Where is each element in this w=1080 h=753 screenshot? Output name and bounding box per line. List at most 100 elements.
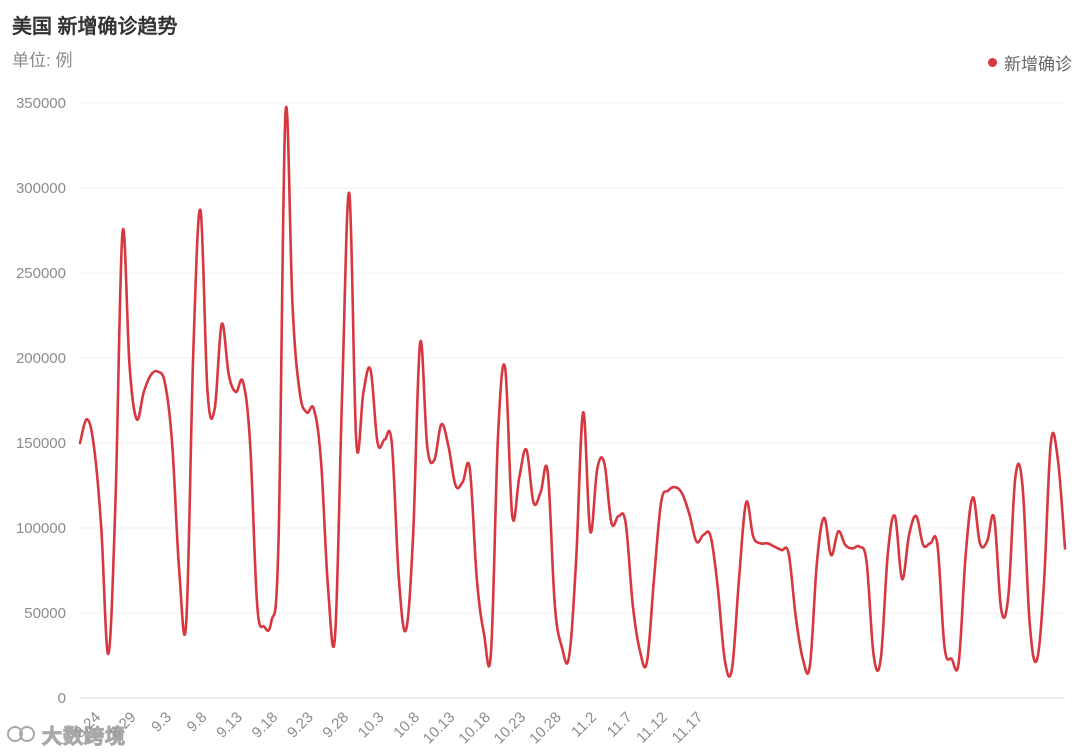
- data-point[interactable]: [580, 409, 586, 415]
- data-point[interactable]: [183, 619, 189, 625]
- data-point[interactable]: [176, 568, 182, 574]
- data-point[interactable]: [665, 488, 671, 494]
- data-point[interactable]: [162, 381, 168, 387]
- data-point[interactable]: [417, 340, 423, 346]
- data-point[interactable]: [283, 110, 289, 116]
- data-point[interactable]: [141, 389, 147, 395]
- data-point[interactable]: [488, 649, 494, 655]
- data-point[interactable]: [750, 534, 756, 540]
- data-point[interactable]: [467, 466, 473, 472]
- data-point[interactable]: [453, 483, 459, 489]
- data-point[interactable]: [360, 389, 366, 395]
- data-point[interactable]: [927, 540, 933, 546]
- data-point[interactable]: [424, 443, 430, 449]
- data-point[interactable]: [736, 576, 742, 582]
- data-point[interactable]: [934, 542, 940, 548]
- data-point[interactable]: [764, 540, 770, 546]
- data-point[interactable]: [169, 440, 175, 446]
- data-point[interactable]: [346, 190, 352, 196]
- data-point[interactable]: [679, 491, 685, 497]
- data-point[interactable]: [637, 647, 643, 653]
- data-point[interactable]: [481, 630, 487, 636]
- data-point[interactable]: [835, 528, 841, 534]
- data-point[interactable]: [1041, 585, 1047, 591]
- data-point[interactable]: [254, 602, 260, 608]
- data-point[interactable]: [190, 347, 196, 353]
- data-point[interactable]: [1019, 483, 1025, 489]
- data-point[interactable]: [998, 607, 1004, 613]
- data-point[interactable]: [120, 229, 126, 235]
- data-point[interactable]: [509, 513, 515, 519]
- data-point[interactable]: [559, 644, 565, 650]
- data-point[interactable]: [531, 500, 537, 506]
- data-point[interactable]: [332, 632, 338, 638]
- data-point[interactable]: [538, 489, 544, 495]
- data-point[interactable]: [963, 551, 969, 557]
- data-point[interactable]: [84, 416, 90, 422]
- data-point[interactable]: [821, 515, 827, 521]
- data-point[interactable]: [275, 542, 281, 548]
- data-point[interactable]: [502, 365, 508, 371]
- data-point[interactable]: [545, 469, 551, 475]
- data-point[interactable]: [389, 440, 395, 446]
- data-point[interactable]: [892, 513, 898, 519]
- data-point[interactable]: [771, 544, 777, 550]
- data-point[interactable]: [864, 559, 870, 565]
- data-point[interactable]: [460, 479, 466, 485]
- data-point[interactable]: [445, 443, 451, 449]
- data-point[interactable]: [566, 654, 572, 660]
- data-point[interactable]: [920, 542, 926, 548]
- data-point[interactable]: [268, 619, 274, 625]
- data-point[interactable]: [318, 457, 324, 463]
- data-point[interactable]: [516, 474, 522, 480]
- data-point[interactable]: [339, 389, 345, 395]
- data-point[interactable]: [991, 515, 997, 521]
- data-point[interactable]: [382, 437, 388, 443]
- data-point[interactable]: [913, 513, 919, 519]
- data-point[interactable]: [651, 576, 657, 582]
- data-point[interactable]: [523, 447, 529, 453]
- data-point[interactable]: [396, 576, 402, 582]
- data-point[interactable]: [970, 494, 976, 500]
- data-point[interactable]: [410, 534, 416, 540]
- data-point[interactable]: [708, 534, 714, 540]
- data-point[interactable]: [949, 656, 955, 662]
- data-point[interactable]: [134, 416, 140, 422]
- data-point[interactable]: [1055, 457, 1061, 463]
- series-line-new-cases[interactable]: [78, 105, 1067, 679]
- data-point[interactable]: [594, 466, 600, 472]
- data-point[interactable]: [630, 602, 636, 608]
- data-point[interactable]: [906, 532, 912, 538]
- data-point[interactable]: [325, 585, 331, 591]
- data-point[interactable]: [247, 440, 253, 446]
- data-point[interactable]: [1027, 619, 1033, 625]
- data-point[interactable]: [1062, 545, 1068, 551]
- data-point[interactable]: [779, 547, 785, 553]
- data-point[interactable]: [743, 500, 749, 506]
- data-point[interactable]: [91, 445, 97, 451]
- data-point[interactable]: [842, 542, 848, 548]
- data-point[interactable]: [587, 528, 593, 534]
- data-point[interactable]: [715, 585, 721, 591]
- data-point[interactable]: [438, 421, 444, 427]
- data-point[interactable]: [942, 644, 948, 650]
- data-point[interactable]: [701, 532, 707, 538]
- data-point[interactable]: [431, 457, 437, 463]
- data-point[interactable]: [849, 545, 855, 551]
- data-point[interactable]: [205, 389, 211, 395]
- data-point[interactable]: [658, 500, 664, 506]
- data-point[interactable]: [226, 372, 232, 378]
- data-point[interactable]: [616, 513, 622, 519]
- data-point[interactable]: [672, 484, 678, 490]
- data-point[interactable]: [694, 539, 700, 545]
- data-point[interactable]: [1012, 474, 1018, 480]
- data-point[interactable]: [977, 540, 983, 546]
- data-point[interactable]: [1034, 658, 1040, 664]
- data-point[interactable]: [304, 409, 310, 415]
- data-point[interactable]: [219, 321, 225, 327]
- data-point[interactable]: [233, 389, 239, 395]
- data-point[interactable]: [956, 659, 962, 665]
- data-point[interactable]: [240, 379, 246, 385]
- data-point[interactable]: [353, 440, 359, 446]
- data-point[interactable]: [1048, 440, 1054, 446]
